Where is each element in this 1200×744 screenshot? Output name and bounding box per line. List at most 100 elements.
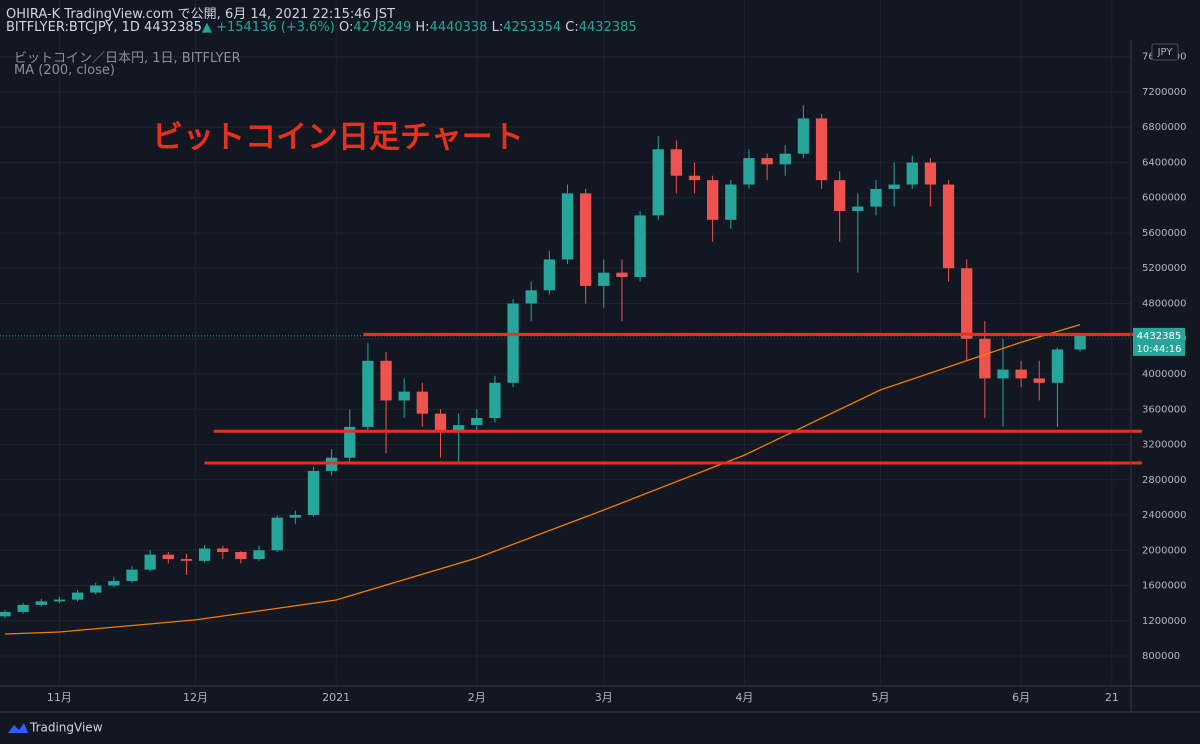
candle (979, 321, 991, 419)
x-tick-label: 21 (1105, 691, 1119, 704)
candle-body (144, 554, 156, 570)
candle (289, 510, 301, 524)
candle-body (616, 272, 628, 278)
candle (670, 140, 683, 194)
candle-body (289, 515, 301, 518)
candle-body (380, 360, 392, 401)
candle-body (126, 569, 138, 582)
candle (217, 545, 229, 560)
candle-body (90, 585, 102, 593)
candle (761, 153, 773, 181)
candle (90, 582, 102, 595)
candle (398, 378, 410, 419)
candle-body (834, 180, 846, 211)
publisher: OHIRA-K TradingView.com で公開, 6月 14, 2021… (6, 7, 395, 22)
y-tick-label: 2400000 (1142, 510, 1187, 521)
candle-body (271, 517, 283, 551)
y-tick-label: 800000 (1142, 651, 1180, 662)
x-tick-label: 2021 (322, 691, 350, 704)
candle (1033, 360, 1045, 401)
candle-body (471, 418, 483, 426)
candle-body (870, 188, 882, 207)
brand: TradingView (29, 721, 103, 735)
x-tick-label: 2月 (468, 691, 486, 704)
ma-line (4, 323, 1081, 635)
candle-body (924, 162, 937, 185)
candle-body (344, 426, 356, 458)
close-value: 4432385 (578, 20, 637, 35)
logo-shape (8, 723, 28, 733)
candle-body (17, 604, 29, 612)
ma-legend: MA (200, close) (14, 63, 115, 78)
candle-body (398, 391, 410, 401)
y-tick-label: 5600000 (1142, 228, 1187, 239)
candle (253, 545, 265, 561)
x-tick-label: 5月 (872, 691, 890, 704)
ohlc-label: O: (338, 20, 354, 35)
y-tick-label: 1200000 (1142, 616, 1187, 627)
candle (126, 566, 138, 583)
candle (579, 188, 592, 304)
candle-body (235, 552, 247, 560)
candle (489, 375, 501, 423)
y-tick-label: 4800000 (1142, 298, 1187, 309)
candle (71, 589, 84, 602)
candle (1051, 347, 1064, 427)
candle (1074, 335, 1086, 352)
change: +154136 (+3.6%) (216, 20, 335, 35)
y-tick-label: 6000000 (1142, 193, 1187, 204)
candle-body (489, 382, 501, 419)
candle (616, 259, 628, 322)
y-tick-label: 6800000 (1142, 122, 1187, 133)
candle-body (797, 118, 810, 154)
candle-body (35, 601, 47, 605)
candle-body (543, 259, 556, 291)
candle (743, 149, 755, 189)
candle (598, 259, 610, 308)
y-tick-label: 4000000 (1142, 369, 1187, 380)
candle (108, 576, 120, 588)
candle-body (598, 272, 610, 286)
candle (471, 409, 483, 432)
candle-body (652, 149, 664, 216)
candle (525, 281, 537, 322)
candle-body (71, 592, 84, 600)
x-tick-label: 12月 (183, 691, 208, 704)
low-value: 4253354 (503, 20, 562, 35)
candle-body (53, 599, 66, 602)
plot: 800000 1200000 1600000 2000000 2400000 280000… (0, 0, 1187, 704)
y-tick-label: 2800000 (1142, 475, 1187, 486)
candle (507, 299, 519, 388)
candle (271, 515, 283, 553)
y-tick-label: 5200000 (1142, 263, 1187, 274)
price-tag: 4432385 10:44:16 (1133, 327, 1185, 356)
candle-body (906, 162, 918, 185)
candle (834, 171, 846, 242)
high-value: 4440338 (429, 20, 488, 35)
candle-body (997, 369, 1009, 379)
candle (924, 158, 937, 207)
candle (198, 544, 211, 563)
annotation: ビットコイン日足チャート (152, 120, 524, 156)
price-tag-value: 4432385 (1137, 331, 1182, 342)
currency: JPY (1157, 47, 1174, 58)
candle (688, 162, 701, 194)
candle-body (1051, 349, 1064, 383)
candle (707, 175, 719, 242)
candle (452, 413, 465, 463)
candle-body (761, 158, 773, 165)
candle-body (362, 360, 374, 427)
candle-body (416, 391, 428, 414)
y-tick-label: 3600000 (1142, 404, 1187, 415)
candle-body (108, 581, 120, 586)
symbol-line: BITFLYER:BTCJPY, 1D 4432385▲ +154136 (+3… (6, 20, 637, 35)
candle (362, 343, 374, 432)
candle (652, 136, 664, 220)
candle-body (1033, 378, 1045, 383)
candle (942, 180, 955, 282)
price-tag-box (1133, 327, 1185, 356)
candle (797, 105, 810, 159)
candle (1015, 360, 1027, 388)
